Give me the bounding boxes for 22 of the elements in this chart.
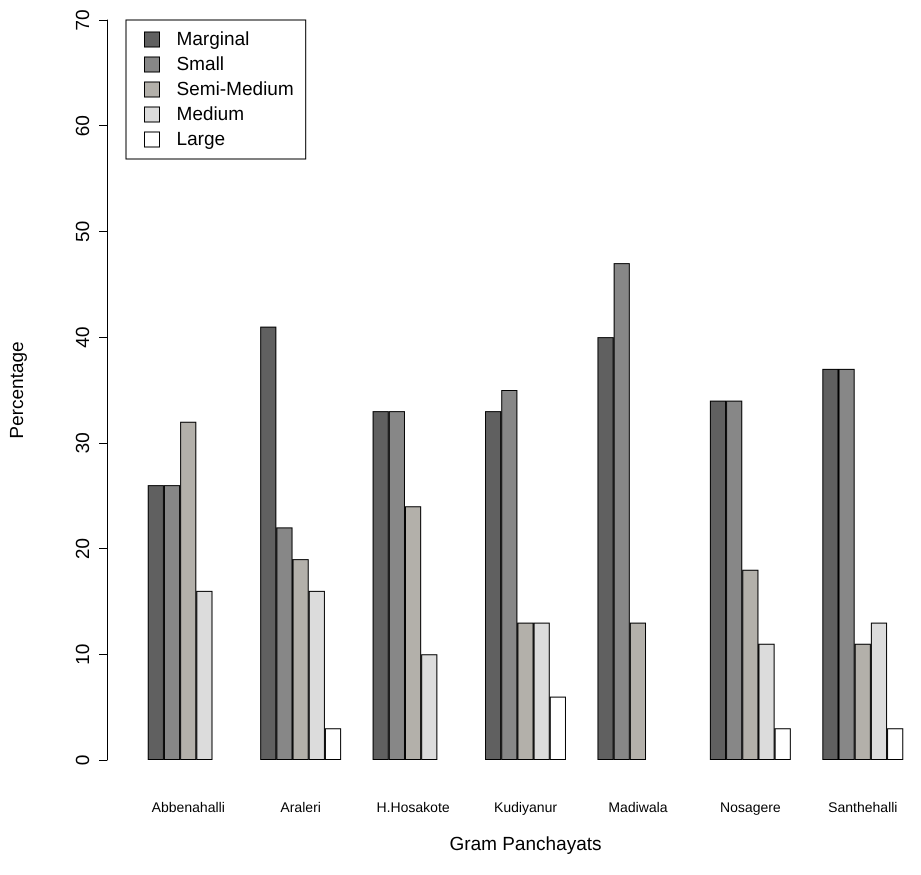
x-tick-label: H.Hosakote xyxy=(376,799,450,815)
y-tick-label: 60 xyxy=(73,115,94,136)
legend-label: Small xyxy=(176,54,224,75)
y-tick-label: 20 xyxy=(73,538,94,560)
x-tick-label: Araleri xyxy=(280,799,321,815)
x-tick-label: Nosagere xyxy=(720,799,781,815)
legend-label: Semi-Medium xyxy=(176,79,294,100)
x-tick-label: Kudiyanur xyxy=(494,799,558,815)
x-tick-label: Abbenahalli xyxy=(152,799,225,815)
legend-label: Marginal xyxy=(176,29,250,50)
y-tick-label: 40 xyxy=(73,326,94,348)
x-tick-label: Madiwala xyxy=(608,799,668,815)
y-tick-label: 10 xyxy=(73,644,94,665)
y-tick-label: 30 xyxy=(73,432,94,454)
y-tick-label: 50 xyxy=(73,220,94,242)
y-axis-title: Percentage xyxy=(7,341,28,439)
x-tick-label: Santhehalli xyxy=(828,799,898,815)
y-tick-label: 0 xyxy=(73,754,94,766)
x-axis-title: Gram Panchayats xyxy=(449,834,602,855)
legend-label: Medium xyxy=(176,104,244,125)
y-tick-label: 70 xyxy=(73,9,94,31)
legend-label: Large xyxy=(176,129,226,150)
